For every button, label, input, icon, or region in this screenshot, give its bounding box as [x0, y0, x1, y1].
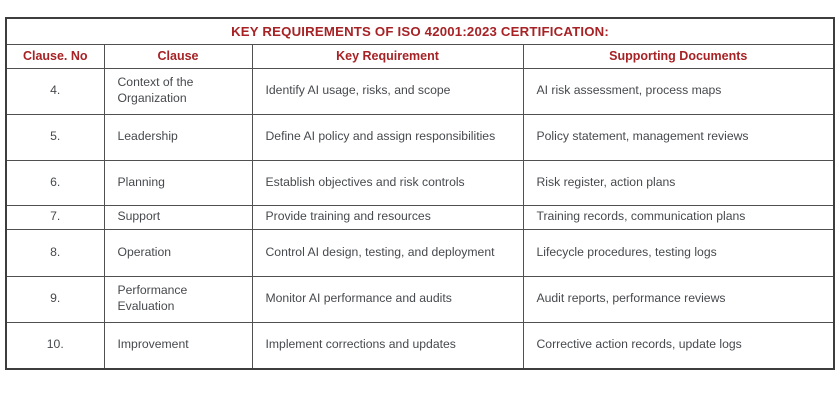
supporting-documents-cell: Lifecycle procedures, testing logs — [522, 228, 835, 277]
key-requirement-cell: Identify AI usage, risks, and scope — [251, 67, 524, 115]
key-requirement-cell: Implement corrections and updates — [251, 321, 524, 370]
supporting-documents-cell: Training records, communication plans — [522, 204, 835, 230]
supporting-documents-cell: AI risk assessment, process maps — [522, 67, 835, 115]
table-row: 10. Improvement Implement corrections an… — [5, 321, 835, 370]
clause-cell: Improvement — [103, 321, 253, 370]
clause-cell: Planning — [103, 159, 253, 206]
supporting-documents-cell: Corrective action records, update logs — [522, 321, 835, 370]
title-row: KEY REQUIREMENTS OF ISO 42001:2023 CERTI… — [5, 17, 835, 45]
clause-no-cell: 8. — [5, 228, 105, 277]
clause-cell: Support — [103, 204, 253, 230]
table-title: KEY REQUIREMENTS OF ISO 42001:2023 CERTI… — [5, 17, 835, 45]
clause-no-cell: 7. — [5, 204, 105, 230]
column-header-clause-no: Clause. No — [5, 43, 105, 69]
clause-cell: Operation — [103, 228, 253, 277]
supporting-documents-cell: Audit reports, performance reviews — [522, 275, 835, 323]
supporting-documents-cell: Policy statement, management reviews — [522, 113, 835, 161]
header-row: Clause. No Clause Key Requirement Suppor… — [5, 43, 835, 69]
key-requirement-cell: Monitor AI performance and audits — [251, 275, 524, 323]
iso-requirements-table: KEY REQUIREMENTS OF ISO 42001:2023 CERTI… — [5, 17, 836, 370]
key-requirement-cell: Provide training and resources — [251, 204, 524, 230]
table-row: 8. Operation Control AI design, testing,… — [5, 228, 835, 277]
clause-cell: Leadership — [103, 113, 253, 161]
column-header-supporting-documents: Supporting Documents — [522, 43, 835, 69]
key-requirement-cell: Control AI design, testing, and deployme… — [251, 228, 524, 277]
column-header-key-requirement: Key Requirement — [251, 43, 524, 69]
key-requirement-cell: Establish objectives and risk controls — [251, 159, 524, 206]
table-row: 4. Context of the Organization Identify … — [5, 67, 835, 115]
key-requirement-cell: Define AI policy and assign responsibili… — [251, 113, 524, 161]
table-row: 5. Leadership Define AI policy and assig… — [5, 113, 835, 161]
table-row: 7. Support Provide training and resource… — [5, 204, 835, 230]
column-header-clause: Clause — [103, 43, 253, 69]
supporting-documents-cell: Risk register, action plans — [522, 159, 835, 206]
clause-no-cell: 5. — [5, 113, 105, 161]
clause-cell: Context of the Organization — [103, 67, 253, 115]
clause-no-cell: 10. — [5, 321, 105, 370]
clause-cell: Performance Evaluation — [103, 275, 253, 323]
table-row: 9. Performance Evaluation Monitor AI per… — [5, 275, 835, 323]
clause-no-cell: 4. — [5, 67, 105, 115]
table-row: 6. Planning Establish objectives and ris… — [5, 159, 835, 206]
clause-no-cell: 6. — [5, 159, 105, 206]
clause-no-cell: 9. — [5, 275, 105, 323]
